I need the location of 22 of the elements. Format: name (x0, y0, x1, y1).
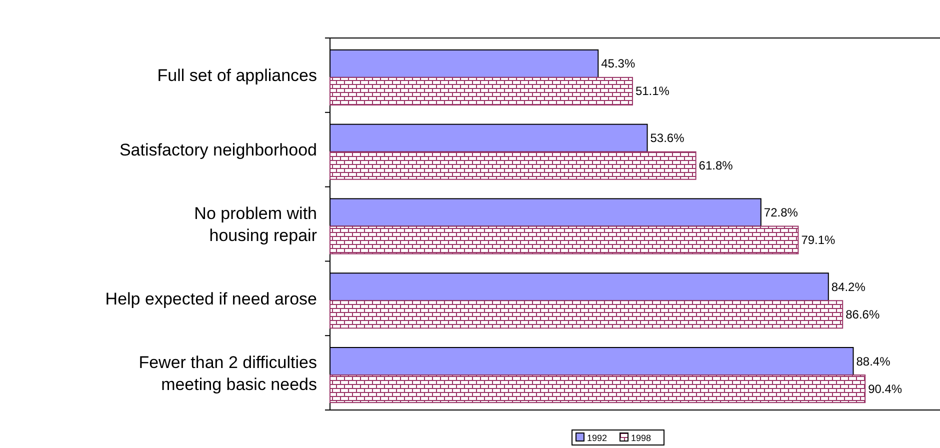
data-label: 53.6% (650, 131, 685, 146)
bar (330, 76, 633, 106)
y-tick-label: No problem with housing repair (194, 204, 318, 245)
legend-label: 1998 (631, 433, 652, 443)
bar (330, 226, 799, 254)
bar (330, 374, 866, 404)
data-label: 86.6% (846, 307, 880, 322)
bar (330, 300, 844, 329)
data-label: 84.2% (831, 280, 866, 294)
y-tick-label: Fewer than 2 difficulties meeting basic needs (138, 352, 317, 394)
data-label: 88.4% (856, 354, 891, 368)
data-label: 79.1% (801, 232, 836, 247)
data-label: 51.1% (635, 84, 670, 98)
y-tick-label: Satisfactory neighborhood (119, 140, 317, 160)
data-label: 72.8% (764, 205, 798, 220)
data-label: 90.4% (868, 382, 902, 396)
data-label: 61.8% (698, 158, 734, 173)
bar (330, 151, 696, 180)
data-label: 45.3% (601, 56, 636, 71)
y-tick-label: Full set of appliances (157, 66, 317, 86)
y-tick-label: Help expected if need arose (105, 289, 317, 308)
legend-label: 1992 (587, 433, 608, 443)
